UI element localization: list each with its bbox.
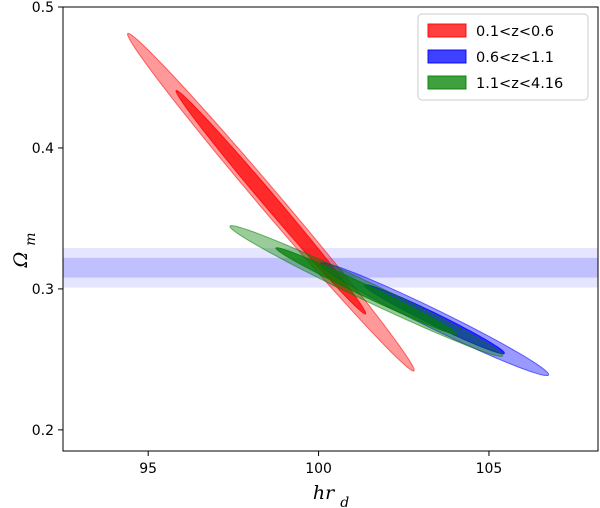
x-axis-title: hr d	[313, 482, 349, 508]
contour-series	[127, 32, 415, 372]
plot-frame	[62, 6, 599, 452]
legend-label: 1.1<z<4.16	[476, 76, 563, 92]
ticks-layer: 95 100 105 0.2 0.3 0.4 0.5	[32, 0, 503, 477]
data-layer	[63, 32, 598, 377]
legend: 0.1<z<0.6 0.6<z<1.1 1.1<z<4.16	[417, 13, 589, 101]
legend-label: 0.6<z<1.1	[476, 50, 554, 66]
x-tick-label: 100	[305, 461, 332, 477]
legend-swatch	[427, 49, 467, 64]
contour-inner	[275, 247, 458, 335]
legend-swatch	[427, 75, 467, 90]
y-tick-label: 0.3	[32, 282, 54, 298]
y-axis-title: Ω m	[10, 232, 39, 268]
contour-series	[229, 225, 504, 357]
x-tick-label: 105	[476, 461, 503, 477]
y-tick-label: 0.4	[32, 141, 54, 157]
legend-swatch	[427, 23, 467, 38]
x-tick-label: 95	[139, 461, 157, 477]
y-tick-label: 0.2	[32, 423, 54, 439]
y-tick-label: 0.5	[32, 0, 54, 16]
legend-label: 0.1<z<0.6	[476, 24, 554, 40]
